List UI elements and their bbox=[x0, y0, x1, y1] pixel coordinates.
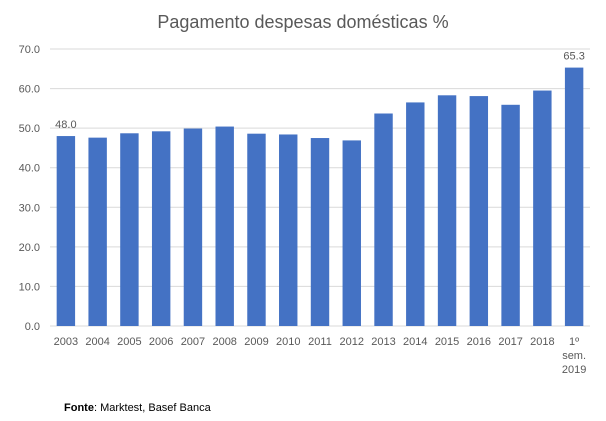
x-axis-tick-labels: 2003 2004 2005 2006 2007 2008 2009 2010 2011 2012… bbox=[54, 336, 587, 376]
bar bbox=[151, 131, 171, 326]
source-label: Fonte bbox=[64, 402, 94, 414]
x-tick-label: 2008 bbox=[212, 336, 236, 348]
bar bbox=[501, 104, 520, 326]
x-tick-label-line: 2003 bbox=[54, 336, 78, 348]
x-tick-label: 2009 bbox=[244, 336, 268, 348]
bars bbox=[56, 67, 584, 327]
x-tick-label: 2011 bbox=[308, 336, 332, 348]
x-tick-label-line: 2011 bbox=[308, 336, 332, 348]
x-tick-label: 2004 bbox=[85, 336, 109, 348]
y-tick-label: 60.0 bbox=[19, 84, 40, 96]
x-tick-label-line: 2004 bbox=[85, 336, 109, 348]
bar bbox=[56, 136, 76, 326]
y-axis-tick-labels: 0.0 10.0 20.0 30.0 40.0 50.0 60.0 70.0 bbox=[19, 44, 40, 333]
bar bbox=[247, 133, 266, 326]
data-label: 65.3 bbox=[563, 51, 584, 63]
y-tick-label: 40.0 bbox=[19, 163, 40, 175]
bar bbox=[279, 134, 298, 326]
x-tick-label: 2006 bbox=[149, 336, 173, 348]
x-tick-label: 2018 bbox=[530, 336, 554, 348]
x-tick-label-line: 2006 bbox=[149, 336, 173, 348]
y-tick-label: 20.0 bbox=[19, 242, 40, 254]
data-label: 48.0 bbox=[55, 119, 76, 131]
bar bbox=[120, 133, 139, 326]
x-tick-label: 1º sem. 2019 bbox=[562, 336, 586, 376]
x-tick-label: 2014 bbox=[403, 336, 427, 348]
x-tick-label-line: 2015 bbox=[435, 336, 459, 348]
x-tick-label-line: 2005 bbox=[117, 336, 141, 348]
x-tick-label-line: 2018 bbox=[530, 336, 554, 348]
bar bbox=[88, 137, 107, 326]
x-tick-label-line: 2017 bbox=[498, 336, 522, 348]
y-tick-label: 30.0 bbox=[19, 202, 40, 214]
x-tick-label: 2003 bbox=[54, 336, 78, 348]
bar bbox=[183, 128, 203, 326]
x-tick-label-line: 2019 bbox=[562, 364, 586, 376]
y-tick-label: 70.0 bbox=[19, 44, 40, 56]
x-tick-label: 2013 bbox=[371, 336, 395, 348]
x-tick-label-line: 2014 bbox=[403, 336, 427, 348]
source-text: : Marktest, Basef Banca bbox=[93, 402, 211, 414]
bar bbox=[469, 96, 489, 326]
bar bbox=[310, 138, 330, 326]
bar bbox=[342, 140, 361, 326]
x-tick-label: 2010 bbox=[276, 336, 300, 348]
x-tick-label: 2016 bbox=[467, 336, 491, 348]
bar bbox=[564, 67, 584, 326]
x-tick-label-line: 2007 bbox=[181, 336, 205, 348]
y-tick-label: 10.0 bbox=[19, 281, 40, 293]
x-tick-label-line: 2010 bbox=[276, 336, 300, 348]
bar bbox=[406, 102, 425, 327]
y-tick-label: 50.0 bbox=[19, 123, 40, 135]
x-tick-label-line: 2016 bbox=[467, 336, 491, 348]
x-tick-label: 2017 bbox=[498, 336, 522, 348]
bar bbox=[533, 90, 552, 326]
source-note: Fonte: Marktest, Basef Banca bbox=[64, 402, 211, 414]
x-tick-label-line: 2013 bbox=[371, 336, 395, 348]
data-labels: 48.0 65.3 bbox=[55, 51, 585, 131]
x-tick-label-line: 1º bbox=[569, 336, 579, 348]
x-tick-label-line: 2012 bbox=[340, 336, 364, 348]
x-tick-label: 2005 bbox=[117, 336, 141, 348]
bar bbox=[374, 113, 393, 326]
x-tick-label: 2007 bbox=[181, 336, 205, 348]
y-tick-label: 0.0 bbox=[25, 321, 40, 333]
chart-title: Pagamento despesas domésticas % bbox=[157, 12, 449, 32]
x-tick-label-line: 2008 bbox=[212, 336, 236, 348]
x-tick-label-line: sem. bbox=[562, 350, 586, 362]
x-tick-label: 2015 bbox=[435, 336, 459, 348]
bar bbox=[437, 95, 457, 326]
x-tick-label-line: 2009 bbox=[244, 336, 268, 348]
x-tick-label: 2012 bbox=[340, 336, 364, 348]
bar bbox=[215, 126, 234, 326]
